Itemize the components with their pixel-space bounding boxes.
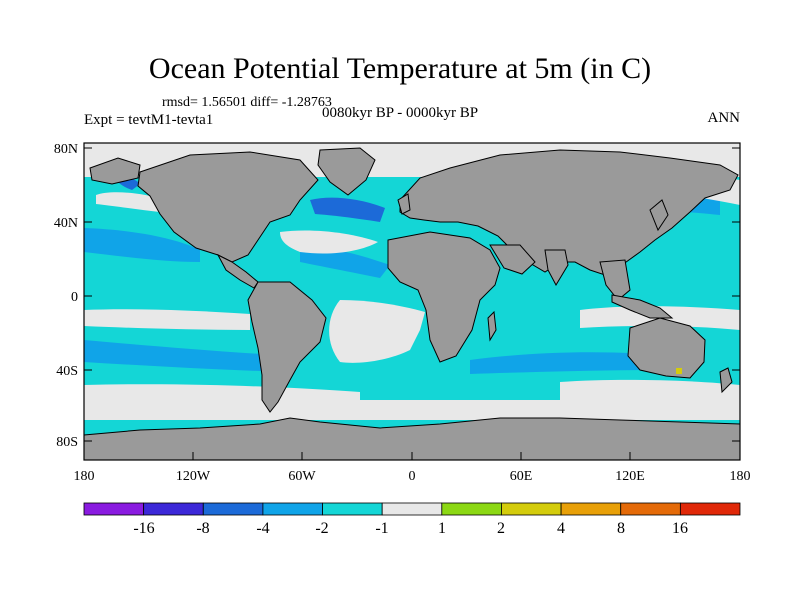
colorbar-segment [501,502,562,516]
lon-tick-label: 120W [176,469,211,484]
colorbar-segment [322,502,383,516]
lat-axis [84,147,740,442]
experiment-label: Expt = tevtM1-tevta1 [84,112,214,128]
colorbar-label: -4 [256,520,269,537]
map-panel [84,143,740,460]
colorbar-label: 1 [438,520,446,537]
south-america [247,281,327,413]
colorbar-label: -1 [375,520,388,537]
colorbar-segment [441,502,502,516]
lat-tick-label: 0 [71,290,78,305]
colorbar-segment [620,502,681,516]
australia [627,317,706,379]
new-zealand [719,367,733,394]
africa [387,231,501,363]
india [544,249,569,287]
lon-tick-label: 0 [409,469,416,484]
colorbar-segment [262,502,323,516]
lon-tick-label: 60E [510,469,533,484]
colorbar-label: -16 [133,520,154,537]
southeast-asia [599,259,631,301]
antarctica [84,417,740,460]
madagascar [487,310,497,342]
colorbar-segment [202,502,264,516]
warm-patch [676,368,682,374]
lon-axis [83,452,741,460]
colorbar-label: -2 [315,520,328,537]
lon-tick-label: 180 [730,469,751,484]
lat-tick-label: 80S [56,435,78,450]
colorbar-segment [560,502,622,516]
colorbar-label: 2 [497,520,505,537]
lon-tick-label: 60W [288,469,316,484]
colorbar [83,502,741,516]
alaska [89,157,141,185]
colorbar-label: -8 [196,520,209,537]
colorbar-segment [679,502,741,516]
colorbar-segment [143,502,204,516]
colorbar-label: 8 [617,520,625,537]
japan [649,199,669,232]
arabia [489,244,536,275]
colorbar-segment [381,502,443,516]
uk [397,193,411,215]
stats-line: rmsd= 1.56501 diff= -1.28763 [162,95,332,110]
north-america [137,151,319,263]
lon-tick-label: 180 [74,469,95,484]
land-masses [84,147,740,460]
lat-tick-label: 40N [54,216,78,231]
period-label: 0080kyr BP - 0000kyr BP [322,105,479,121]
lat-tick-label: 80N [54,142,78,157]
chart-title: Ocean Potential Temperature at 5m (in C) [148,52,652,85]
season-label: ANN [707,110,741,126]
colorbar-segment [83,502,145,516]
lat-tick-label: 40S [56,364,78,379]
greenland [317,147,376,196]
lon-tick-label: 120E [615,469,645,484]
colorbar-label: 16 [672,520,688,537]
colorbar-label: 4 [557,520,565,537]
